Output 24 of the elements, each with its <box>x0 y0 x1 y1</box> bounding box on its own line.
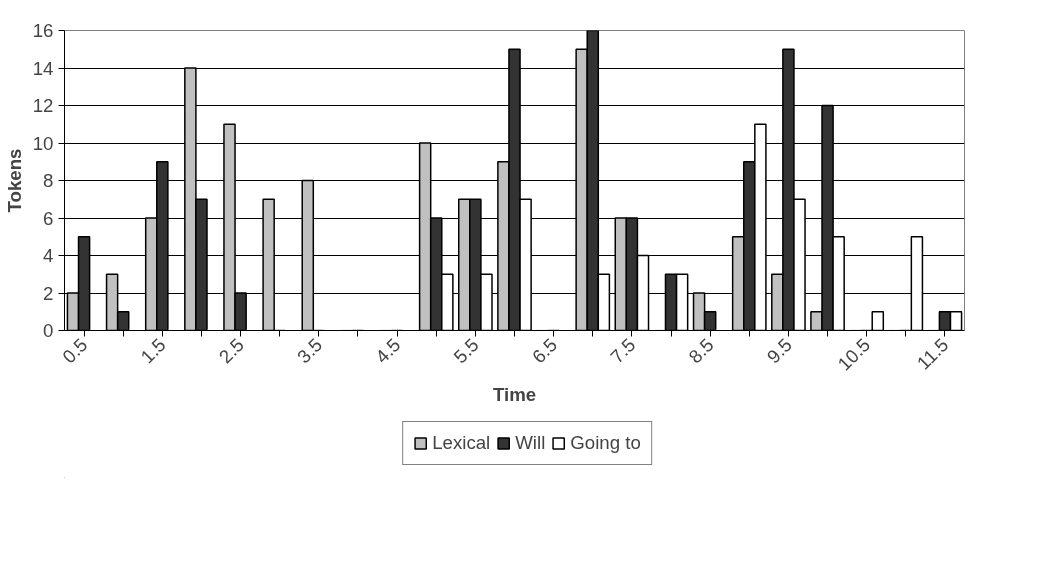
y-tick-label: 8 <box>43 170 54 191</box>
x-tick-label: 0.5 <box>58 334 92 368</box>
y-tick-label: 16 <box>32 20 54 41</box>
x-tick-label: 4.5 <box>371 334 405 368</box>
y-tick-label: 4 <box>43 245 54 266</box>
legend-label: Lexical <box>432 432 491 454</box>
y-axis-title: Tokens <box>3 148 25 213</box>
x-tick-label: 1.5 <box>136 334 170 368</box>
x-tick-label: 8.5 <box>684 334 718 368</box>
x-tick-label: 6.5 <box>527 334 562 368</box>
x-tick-label: 5.5 <box>449 334 483 368</box>
y-tick-label: 14 <box>32 57 54 79</box>
x-tick-label: 2.5 <box>214 334 249 368</box>
x-tick-label: 7.5 <box>606 334 640 368</box>
y-tick-label: 10 <box>32 132 54 154</box>
x-tick-label: 3.5 <box>293 334 327 368</box>
y-tick-label: 2 <box>43 282 54 304</box>
y-tick-label: 0 <box>43 320 54 341</box>
legend-label: Going to <box>570 432 641 454</box>
y-tick-label: 12 <box>32 95 54 116</box>
x-axis-title: Time <box>492 384 537 406</box>
y-tick-label: 6 <box>43 207 54 229</box>
x-tick-label: 9.5 <box>762 334 796 368</box>
legend-label: Will <box>515 432 546 454</box>
